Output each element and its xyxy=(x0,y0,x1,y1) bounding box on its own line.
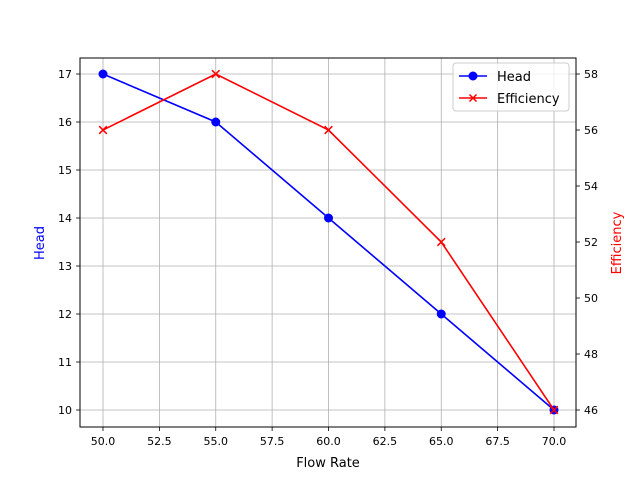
y-tick-label: 16 xyxy=(58,116,72,129)
legend: Head Efficiency xyxy=(452,62,570,112)
y-tick-label: 14 xyxy=(58,212,72,225)
series-efficiency xyxy=(98,69,559,415)
x-tick-label: 62.5 xyxy=(373,435,398,448)
x-tick-label: 60.0 xyxy=(316,435,341,448)
y-tick-label: 10 xyxy=(58,404,72,417)
circle-marker-icon xyxy=(211,117,221,127)
y2-tick-label: 46 xyxy=(584,404,598,417)
x-tick-label: 52.5 xyxy=(147,435,172,448)
x-tick-label: 65.0 xyxy=(429,435,454,448)
circle-marker-icon xyxy=(98,69,108,79)
y-tick-label: 13 xyxy=(58,260,72,273)
y-axis-left-ticks: 10 11 12 13 14 15 16 17 xyxy=(58,68,80,417)
legend-head-label: Head xyxy=(497,70,531,85)
x-axis-label: Flow Rate xyxy=(296,456,360,471)
y-tick-label: 11 xyxy=(58,356,72,369)
legend-box xyxy=(452,62,570,112)
x-tick-label: 50.0 xyxy=(91,435,116,448)
legend-efficiency-label: Efficiency xyxy=(497,92,560,107)
x-marker-icon xyxy=(436,237,446,247)
y2-tick-label: 52 xyxy=(584,236,598,249)
y-axis-left-label: Head xyxy=(33,226,48,260)
x-tick-label: 67.5 xyxy=(485,435,510,448)
y-tick-label: 15 xyxy=(58,164,72,177)
x-marker-icon xyxy=(98,125,108,135)
grid-lines xyxy=(80,58,576,427)
y2-tick-label: 48 xyxy=(584,348,598,361)
y-axis-right-label: Efficiency xyxy=(610,211,625,274)
x-marker-icon xyxy=(549,405,559,415)
plot-frame xyxy=(79,57,577,428)
y-tick-label: 17 xyxy=(58,68,72,81)
x-marker-icon xyxy=(211,69,221,79)
circle-marker-icon xyxy=(436,309,446,319)
x-tick-label: 57.5 xyxy=(260,435,285,448)
y-axis-right-ticks: 46 48 50 52 54 56 58 xyxy=(576,68,598,417)
y2-tick-label: 56 xyxy=(584,124,598,137)
circle-marker-icon xyxy=(324,213,333,223)
y2-tick-label: 50 xyxy=(584,292,598,305)
legend-efficiency-marker-icon xyxy=(468,93,478,103)
x-tick-label: 55.0 xyxy=(204,435,229,448)
y2-tick-label: 54 xyxy=(584,180,598,193)
y2-tick-label: 58 xyxy=(584,68,598,81)
y-tick-label: 12 xyxy=(58,308,72,321)
legend-head-marker-icon xyxy=(468,71,478,81)
x-marker-icon xyxy=(324,125,333,135)
x-axis-ticks: 50.0 52.5 55.0 57.5 60.0 62.5 65.0 67.5 70.0 xyxy=(91,427,567,448)
x-tick-label: 70.0 xyxy=(542,435,567,448)
